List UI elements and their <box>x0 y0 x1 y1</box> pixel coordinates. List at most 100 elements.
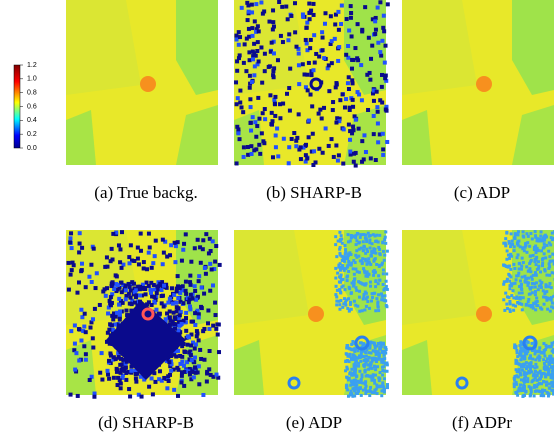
noise <box>252 41 257 46</box>
noise <box>507 240 511 244</box>
noise <box>108 295 113 300</box>
noise <box>355 356 359 360</box>
noise <box>109 300 114 305</box>
noise <box>376 40 381 45</box>
noise <box>381 373 385 377</box>
noise <box>354 236 358 240</box>
noise <box>125 313 130 318</box>
noise <box>535 374 539 378</box>
noise <box>348 354 352 358</box>
noise <box>385 139 390 144</box>
noise <box>545 273 549 277</box>
noise <box>267 64 272 69</box>
noise <box>353 369 357 373</box>
noise <box>362 269 366 273</box>
noise <box>124 293 129 298</box>
noise <box>368 246 372 250</box>
noise <box>260 11 265 16</box>
noise <box>189 319 194 324</box>
noise <box>523 242 527 246</box>
noise <box>338 307 342 311</box>
region <box>176 105 218 165</box>
noise <box>308 46 313 51</box>
noise <box>550 305 554 309</box>
noise <box>354 253 358 257</box>
noise <box>77 231 82 236</box>
noise <box>123 365 128 370</box>
noise <box>539 382 543 386</box>
noise <box>348 303 352 307</box>
noise <box>544 359 548 363</box>
noise <box>353 117 358 122</box>
noise <box>305 48 310 53</box>
noise <box>350 358 354 362</box>
noise <box>247 50 252 55</box>
noise <box>533 389 537 393</box>
noise <box>543 238 547 242</box>
noise <box>347 105 352 110</box>
noise <box>351 104 356 109</box>
noise <box>126 291 131 296</box>
noise <box>524 390 528 394</box>
noise <box>525 352 529 356</box>
noise <box>534 308 538 312</box>
noise <box>149 302 154 307</box>
noise <box>351 128 356 133</box>
source-dot <box>140 76 156 92</box>
noise <box>381 294 385 298</box>
noise <box>259 45 264 50</box>
noise <box>518 245 522 249</box>
noise <box>288 66 293 71</box>
noise <box>271 39 276 44</box>
noise <box>536 389 540 393</box>
noise <box>526 283 530 287</box>
noise <box>548 386 552 390</box>
noise <box>163 239 168 244</box>
noise <box>551 252 554 256</box>
noise <box>210 283 215 288</box>
noise <box>352 280 356 284</box>
noise <box>334 120 339 125</box>
noise <box>106 372 111 377</box>
noise <box>110 292 115 297</box>
noise <box>108 353 113 358</box>
noise <box>334 284 338 288</box>
noise <box>375 263 379 267</box>
noise <box>271 69 276 74</box>
noise <box>353 394 357 398</box>
noise <box>527 304 531 308</box>
noise <box>71 263 76 268</box>
noise <box>376 140 381 145</box>
noise <box>312 33 317 38</box>
noise <box>354 303 358 307</box>
colorbar-tick-label: 0.2 <box>27 131 37 138</box>
noise <box>379 292 383 296</box>
noise <box>535 365 539 369</box>
noise <box>152 287 157 292</box>
noise <box>281 136 286 141</box>
noise <box>516 230 520 234</box>
noise <box>209 267 214 272</box>
noise <box>285 17 290 22</box>
noise <box>178 290 183 295</box>
noise <box>69 268 74 273</box>
noise <box>539 230 543 234</box>
noise <box>366 358 370 362</box>
noise <box>337 116 342 121</box>
noise <box>517 296 521 300</box>
noise <box>508 287 512 291</box>
noise <box>181 341 186 346</box>
noise <box>385 2 390 7</box>
noise <box>545 298 549 302</box>
noise <box>362 267 366 271</box>
noise <box>112 286 117 291</box>
noise <box>534 350 538 354</box>
noise <box>109 246 114 251</box>
noise <box>523 357 527 361</box>
noise <box>522 355 526 359</box>
noise <box>364 259 368 263</box>
noise <box>353 357 357 361</box>
noise <box>353 46 358 51</box>
noise <box>550 343 554 347</box>
noise <box>535 296 539 300</box>
